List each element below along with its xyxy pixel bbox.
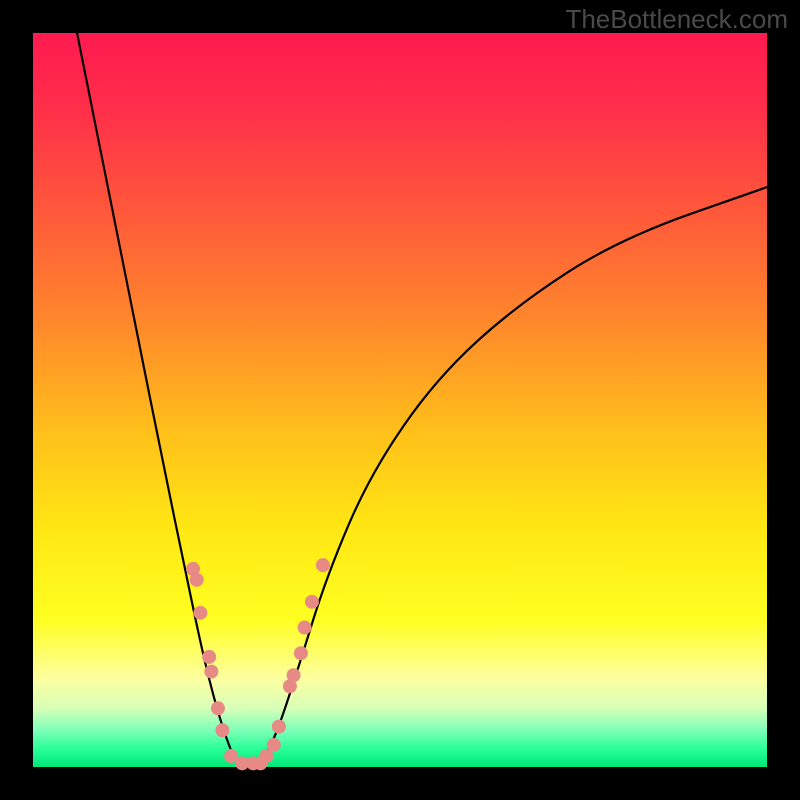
plot-area	[33, 33, 767, 767]
data-marker	[193, 606, 207, 620]
chart-svg	[0, 0, 800, 800]
data-marker	[287, 668, 301, 682]
data-marker	[294, 646, 308, 660]
data-marker	[298, 621, 312, 635]
data-marker	[204, 665, 218, 679]
data-marker	[202, 650, 216, 664]
data-marker	[305, 595, 319, 609]
data-marker	[190, 573, 204, 587]
figure-container: TheBottleneck.com	[0, 0, 800, 800]
data-marker	[215, 723, 229, 737]
data-marker	[267, 738, 281, 752]
watermark-text: TheBottleneck.com	[565, 4, 788, 35]
data-marker	[211, 701, 225, 715]
data-marker	[316, 558, 330, 572]
data-marker	[272, 720, 286, 734]
